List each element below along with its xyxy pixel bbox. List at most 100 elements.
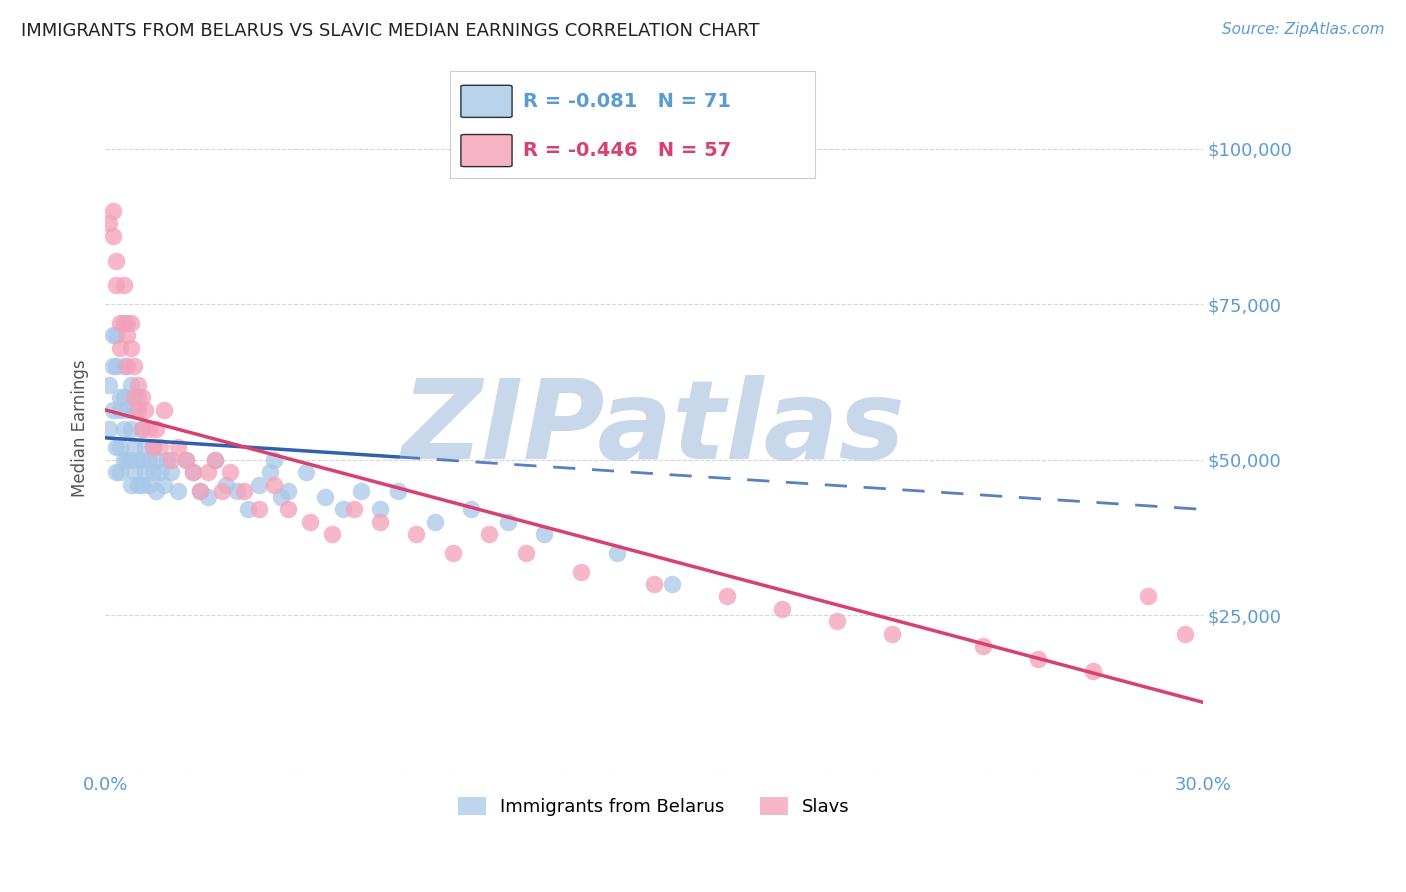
Point — [533, 527, 555, 541]
Point — [197, 465, 219, 479]
Point — [368, 502, 391, 516]
Point — [105, 359, 128, 374]
Point — [716, 590, 738, 604]
Point — [236, 502, 259, 516]
Point — [270, 490, 292, 504]
Point — [1026, 651, 1049, 665]
Point — [127, 477, 149, 491]
Point — [770, 602, 793, 616]
Point — [332, 502, 354, 516]
Point — [215, 477, 238, 491]
Point — [115, 316, 138, 330]
Point — [460, 502, 482, 516]
Point — [138, 421, 160, 435]
Point — [880, 627, 903, 641]
Point — [152, 402, 174, 417]
Point — [167, 440, 190, 454]
Point — [97, 216, 120, 230]
Point — [156, 452, 179, 467]
Point — [127, 378, 149, 392]
Point — [120, 341, 142, 355]
Point — [152, 477, 174, 491]
Point — [108, 402, 131, 417]
Point — [105, 278, 128, 293]
Point — [134, 402, 156, 417]
Point — [343, 502, 366, 516]
Text: IMMIGRANTS FROM BELARUS VS SLAVIC MEDIAN EARNINGS CORRELATION CHART: IMMIGRANTS FROM BELARUS VS SLAVIC MEDIAN… — [21, 22, 759, 40]
FancyBboxPatch shape — [461, 135, 512, 167]
Point — [825, 615, 848, 629]
Point — [277, 502, 299, 516]
Point — [127, 452, 149, 467]
Point — [120, 378, 142, 392]
FancyBboxPatch shape — [461, 86, 512, 118]
Point — [124, 391, 146, 405]
Point — [211, 483, 233, 498]
Point — [226, 483, 249, 498]
Point — [606, 546, 628, 560]
Point — [160, 452, 183, 467]
Point — [299, 515, 322, 529]
Point — [115, 402, 138, 417]
Point — [120, 452, 142, 467]
Point — [120, 316, 142, 330]
Point — [142, 465, 165, 479]
Point — [131, 391, 153, 405]
Point — [181, 465, 204, 479]
Point — [233, 483, 256, 498]
Point — [1136, 590, 1159, 604]
Point — [138, 452, 160, 467]
Point — [115, 359, 138, 374]
Point — [423, 515, 446, 529]
Y-axis label: Median Earnings: Median Earnings — [72, 359, 89, 498]
Point — [108, 465, 131, 479]
Point — [131, 477, 153, 491]
Point — [112, 452, 135, 467]
Point — [247, 477, 270, 491]
Point — [101, 328, 124, 343]
Point — [101, 359, 124, 374]
Point — [124, 359, 146, 374]
Point — [569, 565, 592, 579]
Point — [661, 577, 683, 591]
Point — [108, 341, 131, 355]
Point — [105, 253, 128, 268]
Point — [105, 440, 128, 454]
Point — [174, 452, 197, 467]
Point — [120, 477, 142, 491]
Text: R = -0.081   N = 71: R = -0.081 N = 71 — [523, 92, 731, 111]
Point — [112, 421, 135, 435]
Point — [204, 452, 226, 467]
Point — [105, 465, 128, 479]
Point — [441, 546, 464, 560]
Point — [108, 440, 131, 454]
Point — [174, 452, 197, 467]
Point — [115, 328, 138, 343]
Point — [124, 440, 146, 454]
Point — [124, 465, 146, 479]
Point — [138, 477, 160, 491]
Point — [321, 527, 343, 541]
Text: Source: ZipAtlas.com: Source: ZipAtlas.com — [1222, 22, 1385, 37]
Point — [131, 421, 153, 435]
Point — [1081, 664, 1104, 678]
Point — [145, 483, 167, 498]
Point — [263, 477, 285, 491]
Point — [134, 465, 156, 479]
Point — [405, 527, 427, 541]
Point — [101, 228, 124, 243]
Point — [145, 421, 167, 435]
Point — [115, 452, 138, 467]
Point — [972, 640, 994, 654]
Point — [247, 502, 270, 516]
Text: R = -0.446   N = 57: R = -0.446 N = 57 — [523, 141, 731, 160]
Text: ZIPatlas: ZIPatlas — [402, 375, 905, 482]
Point — [259, 465, 281, 479]
Point — [101, 203, 124, 218]
Point — [515, 546, 537, 560]
Point — [112, 278, 135, 293]
Point — [105, 328, 128, 343]
Point — [108, 391, 131, 405]
Point — [101, 402, 124, 417]
Point — [127, 402, 149, 417]
